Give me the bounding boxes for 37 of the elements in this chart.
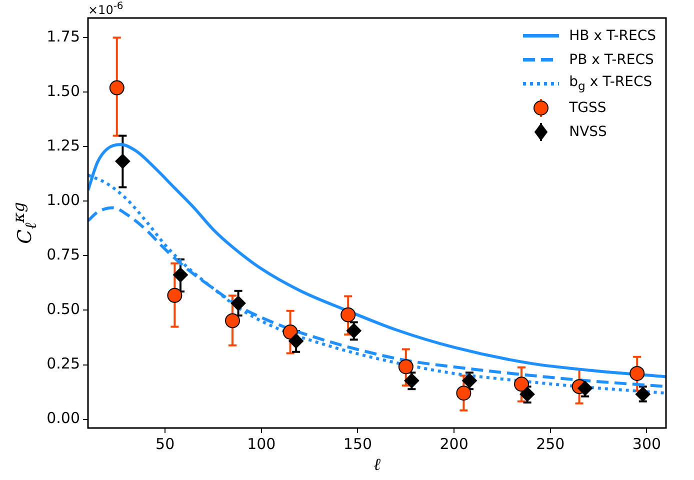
point <box>635 386 650 402</box>
y-tick-label: 1.00 <box>46 191 80 210</box>
x-tick-label: 300 <box>632 434 662 453</box>
y-tick-label: 0.50 <box>46 300 80 318</box>
legend-label: NVSS <box>569 123 607 142</box>
point <box>340 307 356 322</box>
text: ×10$^{-6}$ <box>88 1 124 17</box>
x-tick-label: 100 <box>247 434 276 453</box>
point <box>398 359 414 374</box>
point <box>456 386 472 401</box>
point <box>288 333 304 348</box>
x-axis-title: ℓ <box>373 455 381 476</box>
y-tick-label: 1.25 <box>46 136 80 155</box>
legend-label: b$_{g}$ x T-RECS <box>569 73 652 95</box>
point <box>115 154 130 169</box>
x-tick-label: 250 <box>536 434 565 453</box>
legend-label: HB x T-RECS <box>569 27 656 46</box>
legend-label: PB x T-RECS <box>569 51 654 70</box>
point <box>230 296 246 311</box>
y-tick-label: 0.00 <box>46 409 80 428</box>
point <box>109 80 124 96</box>
point <box>167 288 182 303</box>
point <box>172 267 188 282</box>
point <box>225 313 240 328</box>
point <box>346 323 362 338</box>
x-tick-label: 200 <box>440 434 468 453</box>
y-tick-label: 1.75 <box>46 28 80 46</box>
point <box>514 376 529 392</box>
legend-label: TGSS <box>569 99 606 118</box>
point <box>630 366 645 381</box>
y-tick-label: 0.75 <box>46 246 80 264</box>
y-tick-label: 1.50 <box>46 82 80 100</box>
point <box>520 386 535 402</box>
x-tick-label: 150 <box>343 434 372 453</box>
y-tick-label: 0.25 <box>46 354 80 373</box>
point <box>282 324 298 340</box>
x-tick-label: 50 <box>156 434 175 453</box>
